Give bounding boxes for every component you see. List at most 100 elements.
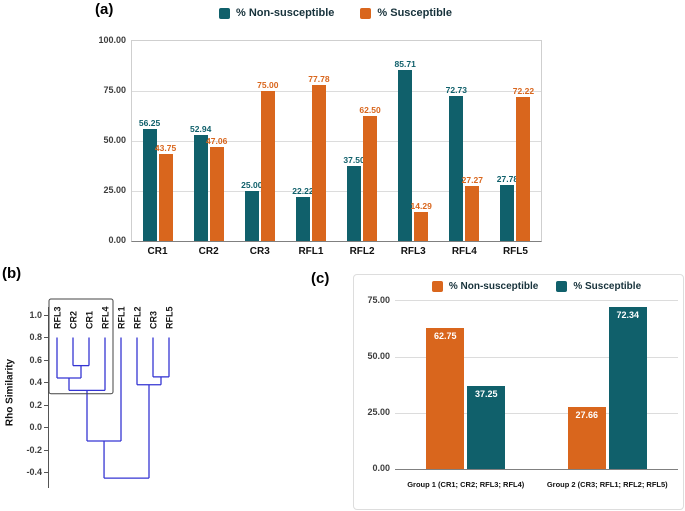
category-label: CR2 xyxy=(198,246,219,257)
y-tick-label: 75.00 xyxy=(367,295,390,305)
bar-value-label: 85.71 xyxy=(394,58,416,69)
category-label: RFL1 xyxy=(298,246,324,257)
legend-item-susceptible: % Susceptible xyxy=(360,7,452,19)
bar-group-rfl1: 22.22 77.78 RFL1 xyxy=(292,41,330,257)
bar: 85.71 xyxy=(395,59,416,241)
panel-a-plot: 56.25 43.75 CR1 52.94 47.06 CR2 25.00 75.00 CR3 2… xyxy=(131,40,542,258)
bar: 75.00 xyxy=(257,80,278,241)
y-tick-label: 0.00 xyxy=(372,463,390,473)
category-label: CR1 xyxy=(147,246,168,257)
bar-group-rfl3: 85.71 14.29 RFL3 xyxy=(395,41,432,257)
panel-b-y-tick-labels: 1.0 0.8 0.6 0.4 0.2 0.0 -0.2 -0.4 xyxy=(12,310,42,480)
legend-label: % Susceptible xyxy=(377,7,452,19)
bar: 25.00 xyxy=(241,180,262,241)
y-tick-label: 0.2 xyxy=(29,399,42,410)
bar: 72.34 xyxy=(608,306,647,469)
y-tick-label: 0.00 xyxy=(108,235,126,245)
dendrogram-svg: RFL3 CR2 CR1 RFL4 RFL1 RFL2 CR3 RFL5 xyxy=(48,298,175,479)
gridline xyxy=(132,91,541,92)
y-tick-mark xyxy=(44,314,48,316)
category-label: RFL4 xyxy=(451,246,477,257)
y-tick-mark xyxy=(44,427,48,428)
panel-b-y-tick-marks xyxy=(44,310,48,482)
bar-group-cr1: 56.25 43.75 CR1 xyxy=(139,41,176,258)
panel-c-legend: % Non-susceptible % Susceptible xyxy=(395,281,678,292)
panel-a-y-axis: 100.00 75.00 50.00 25.00 0.00 xyxy=(82,35,126,245)
bar: 27.66 xyxy=(567,407,606,469)
panel-c-y-axis: 75.00 50.00 25.00 0.00 xyxy=(346,295,390,473)
category-label: Group 2 (CR3; RFL1; RFL2; RFL5) xyxy=(546,480,668,489)
legend-item-susceptible: % Susceptible xyxy=(556,281,641,292)
category-label: RFL5 xyxy=(502,246,528,257)
leaf-label-rfl4: RFL4 xyxy=(101,307,111,330)
category-label: RFL2 xyxy=(349,246,375,257)
y-tick-label: -0.2 xyxy=(26,444,42,455)
bar-group-group: 62.75 37.25 Group 1 (CR1; CR2; RFL3; RFL4) xyxy=(407,301,524,489)
bar: 43.75 xyxy=(155,143,176,241)
leaf-label-rfl2: RFL2 xyxy=(133,307,143,330)
leaf-label-rfl3: RFL3 xyxy=(53,307,63,330)
y-tick-label: 25.00 xyxy=(367,407,390,417)
bar-value-label: 77.78 xyxy=(308,74,330,85)
legend-label: % Susceptible xyxy=(573,281,642,292)
bar-group-cr3: 25.00 75.00 CR3 xyxy=(241,41,278,257)
y-tick-label: 50.00 xyxy=(103,135,126,145)
bar: 37.25 xyxy=(467,385,506,469)
category-label: CR3 xyxy=(249,246,270,257)
bar: 72.22 xyxy=(513,86,534,241)
bar: 27.78 xyxy=(497,174,518,241)
panel-b-y-axis-line xyxy=(48,307,49,488)
bar: 27.27 xyxy=(462,175,483,241)
cluster-highlight-box xyxy=(48,298,114,395)
panel-b-label: (b) xyxy=(2,265,22,282)
bar-group-group: 27.66 72.34 Group 2 (CR3; RFL1; RFL2; RFL5… xyxy=(547,301,668,489)
y-tick-mark xyxy=(44,359,48,361)
bar-value-label: 72.73 xyxy=(445,84,467,95)
y-tick-label: 75.00 xyxy=(103,85,126,95)
bar: 77.78 xyxy=(308,74,330,241)
leaf-label-rfl1: RFL1 xyxy=(117,307,127,330)
gridline xyxy=(395,413,678,414)
y-tick-label: 1.0 xyxy=(29,309,42,320)
y-tick-mark xyxy=(44,472,48,473)
bar: 47.06 xyxy=(206,136,227,241)
panel-c-label: (c) xyxy=(311,270,330,287)
y-tick-mark xyxy=(44,337,48,338)
bar-value-label: 62.75 xyxy=(433,331,457,342)
bar: 37.50 xyxy=(343,155,365,241)
bar-value-label: 37.50 xyxy=(343,155,365,165)
legend-item-nonsusceptible: % Non-susceptible xyxy=(431,281,539,292)
gridline xyxy=(395,357,678,358)
gridline xyxy=(132,141,541,142)
y-tick-label: 0.8 xyxy=(29,332,42,342)
susceptible-swatch-icon xyxy=(360,7,372,19)
gridline xyxy=(132,191,541,192)
bar-value-label: 27.66 xyxy=(575,410,599,421)
susceptible-swatch-icon xyxy=(556,281,568,292)
bar-value-label: 14.29 xyxy=(410,201,432,212)
bar-group-rfl4: 72.73 27.27 RFL4 xyxy=(446,41,483,257)
bar: 72.73 xyxy=(446,85,467,241)
y-tick-mark xyxy=(44,404,48,406)
legend-label: % Non-susceptible xyxy=(448,281,539,292)
legend-item-nonsusceptible: % Non-susceptible xyxy=(219,7,334,19)
y-tick-mark xyxy=(44,382,48,383)
bar-value-label: 37.25 xyxy=(474,388,498,399)
bar: 14.29 xyxy=(411,201,432,241)
category-label: RFL3 xyxy=(400,246,426,257)
bar-group-rfl2: 37.50 62.50 RFL2 xyxy=(343,41,380,257)
leaf-label-cr1: CR1 xyxy=(85,311,95,329)
bar-group-cr2: 52.94 47.06 CR2 xyxy=(190,41,227,257)
bars-row: 62.75 37.25 Group 1 (CR1; CR2; RFL3; RFL4)… xyxy=(395,301,678,489)
bar-value-label: 25.00 xyxy=(241,180,263,190)
bar-value-label: 27.27 xyxy=(461,175,483,186)
bar: 22.22 xyxy=(292,186,314,241)
y-tick-label: 0.0 xyxy=(29,422,42,432)
bar-value-label: 72.34 xyxy=(616,309,640,320)
y-tick-label: -0.4 xyxy=(26,467,42,477)
y-tick-label: 100.00 xyxy=(98,35,126,45)
leaf-label-cr3: CR3 xyxy=(149,311,159,329)
leaf-label-rfl5: RFL5 xyxy=(165,307,175,330)
panel-a-label: (a) xyxy=(95,1,114,18)
